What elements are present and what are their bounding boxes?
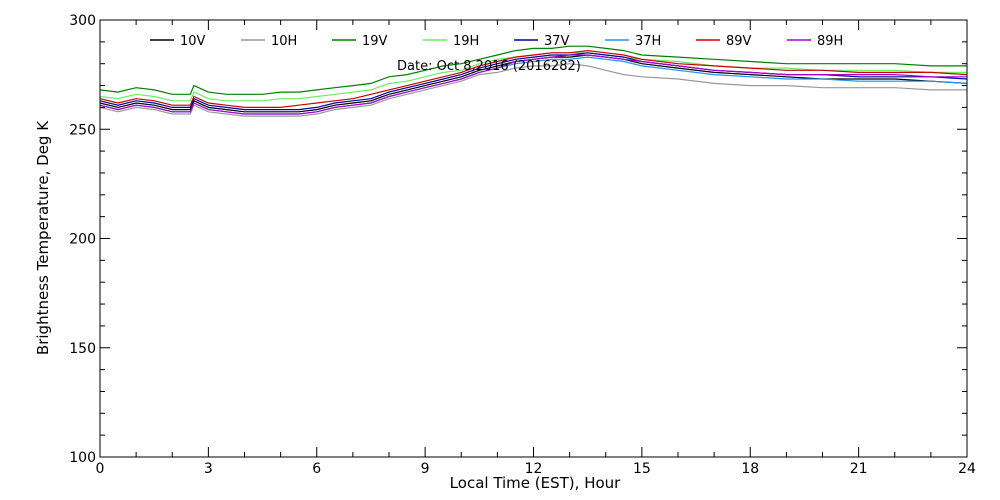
y-tick-label: 300 (69, 13, 96, 29)
series-line-89v (99, 49, 968, 109)
ticks-layer: 0 3 6 9 12 15 18 21 24 100 150 200 250 300 (69, 13, 976, 477)
legend-label-89h: 89H (817, 34, 843, 49)
x-tick-label: 3 (204, 461, 213, 477)
x-tick-label: 15 (633, 461, 651, 477)
series-line-10v (99, 54, 968, 113)
x-tick-label: 6 (312, 461, 321, 477)
y-tick-label: 150 (69, 341, 96, 357)
legend-label-37v: 37V (544, 34, 570, 49)
series-line-10h (99, 63, 967, 117)
x-tick-label: 0 (96, 461, 105, 477)
x-tick-label: 9 (421, 461, 430, 477)
x-tick-label: 21 (850, 461, 868, 477)
legend-label-19v: 19V (362, 34, 388, 49)
series-layer (99, 45, 968, 117)
x-tick-label: 12 (525, 461, 543, 477)
x-axis-title: Local Time (EST), Hour (450, 474, 621, 492)
legend-label-10h: 10H (271, 34, 297, 49)
legend-label-10v: 10V (180, 34, 206, 49)
legend-label-89v: 89V (726, 34, 752, 49)
series-line-89h (99, 54, 967, 115)
x-tick-label: 18 (741, 461, 759, 477)
y-tick-label: 100 (69, 450, 96, 466)
legend: 10V 10H 19V 19H 37V 37H 89V 89H (150, 34, 843, 49)
y-axis-title: Brightness Temperature, Deg K (34, 120, 52, 355)
legend-label-19h: 19H (453, 34, 479, 49)
date-annotation: Date: Oct 8,2016 (2016282) (397, 59, 581, 74)
series-line-19v (99, 45, 967, 95)
y-tick-label: 200 (69, 232, 96, 248)
x-tick-label: 24 (958, 461, 976, 477)
y-tick-label: 250 (69, 122, 96, 138)
legend-label-37h: 37H (635, 34, 661, 49)
